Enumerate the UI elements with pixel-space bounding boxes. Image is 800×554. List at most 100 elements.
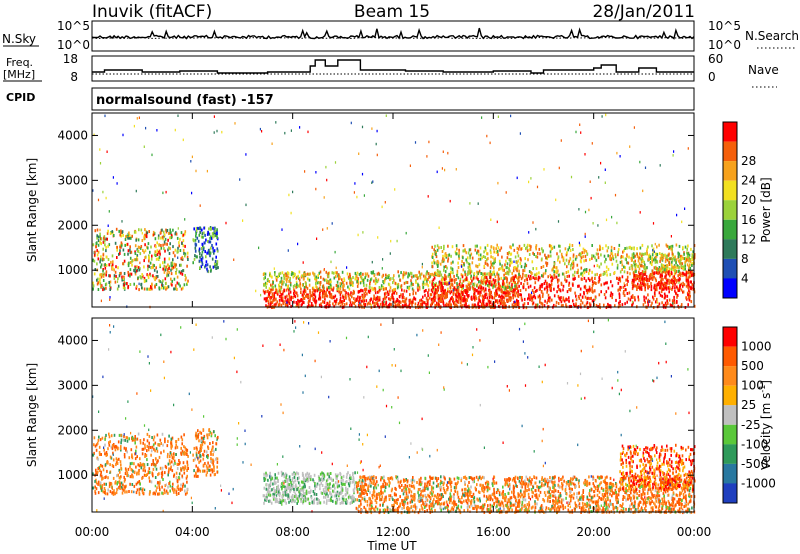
- scatter-cell: [166, 444, 169, 448]
- scatter-cell: [138, 288, 140, 292]
- scatter-cell: [295, 291, 298, 295]
- scatter-cell: [684, 260, 687, 264]
- scatter-cell: [344, 295, 347, 299]
- scatter-cell: [661, 274, 663, 278]
- scatter-cell: [511, 303, 514, 307]
- scatter-cell: [513, 290, 516, 294]
- scatter-cell: [543, 287, 546, 291]
- scatter-cell: [216, 236, 218, 240]
- scatter-cell: [466, 298, 468, 302]
- scatter-cell: [210, 432, 213, 436]
- scatter-cell: [668, 290, 670, 294]
- scatter-cell: [620, 255, 623, 258]
- scatter-cell: [216, 247, 219, 251]
- scatter-cell: [131, 438, 134, 442]
- scatter-cell: [482, 304, 484, 308]
- scatter-cell: [441, 299, 443, 303]
- noise-cell: [672, 154, 674, 157]
- scatter-cell: [479, 293, 481, 297]
- scatter-cell: [153, 447, 155, 451]
- noise-cell: [108, 210, 110, 213]
- scatter-cell: [425, 277, 428, 281]
- scatter-cell: [526, 282, 529, 286]
- scatter-cell: [557, 285, 559, 289]
- scatter-cell: [408, 302, 411, 306]
- scatter-cell: [435, 288, 437, 292]
- scatter-cell: [507, 293, 510, 297]
- scatter-cell: [431, 245, 433, 249]
- noise-cell: [116, 280, 119, 283]
- noise-cell: [434, 276, 436, 279]
- noise-cell: [326, 178, 328, 182]
- scatter-cell: [478, 296, 480, 299]
- scatter-cell: [482, 279, 484, 282]
- scatter-cell: [485, 276, 488, 279]
- scatter-cell: [198, 259, 201, 263]
- scatter-cell: [440, 284, 442, 288]
- scatter-cell: [103, 239, 106, 243]
- scatter-cell: [158, 492, 161, 496]
- scatter-cell: [129, 482, 131, 486]
- scatter-cell: [197, 239, 200, 243]
- scatter-cell: [182, 466, 184, 470]
- scatter-cell: [355, 277, 357, 281]
- scatter-cell: [621, 303, 624, 307]
- scatter-cell: [312, 271, 314, 275]
- colorbar-frame: [722, 121, 738, 299]
- scatter-cell: [591, 283, 594, 287]
- scatter-cell: [512, 289, 515, 293]
- scatter-cell: [216, 457, 219, 461]
- noise-cell: [350, 121, 352, 125]
- noise-cell: [99, 228, 101, 232]
- scatter-cell: [309, 272, 311, 276]
- scatter-cell: [464, 298, 466, 302]
- scatter-cell: [112, 260, 114, 264]
- scatter-cell: [484, 292, 487, 296]
- scatter-cell: [143, 259, 145, 263]
- scatter-cell: [158, 443, 161, 447]
- scatter-cell: [562, 284, 565, 288]
- scatter-cell: [308, 272, 310, 276]
- scatter-cell: [171, 453, 173, 457]
- scatter-cell: [179, 284, 181, 288]
- scatter-cell: [462, 256, 464, 260]
- scatter-cell: [573, 277, 575, 281]
- scatter-cell: [98, 466, 101, 470]
- scatter-cell: [568, 288, 570, 291]
- scatter-cell: [511, 271, 513, 275]
- noise-cell: [672, 302, 674, 305]
- scatter-cell: [442, 257, 444, 261]
- scatter-cell: [120, 229, 122, 233]
- scatter-cell: [548, 299, 551, 303]
- scatter-cell: [336, 280, 339, 284]
- scatter-cell: [506, 299, 509, 303]
- scatter-cell: [579, 253, 582, 257]
- scatter-cell: [146, 463, 149, 466]
- scatter-cell: [318, 303, 321, 307]
- scatter-cell: [290, 298, 292, 302]
- noise-cell: [646, 279, 648, 283]
- scatter-cell: [156, 433, 159, 437]
- scatter-cell: [412, 292, 414, 296]
- scatter-cell: [690, 287, 692, 291]
- scatter-cell: [619, 260, 622, 264]
- scatter-cell: [132, 469, 134, 473]
- scatter-cell: [209, 430, 212, 434]
- scatter-cell: [162, 261, 164, 265]
- noise-cell: [357, 233, 359, 237]
- scatter-cell: [417, 301, 420, 305]
- scatter-cell: [129, 261, 132, 264]
- noise-cell: [570, 175, 573, 179]
- scatter-cell: [484, 287, 487, 291]
- scatter-cell: [169, 451, 172, 455]
- scatter-cell: [572, 283, 574, 287]
- scatter-cell: [626, 246, 628, 250]
- scatter-cell: [151, 254, 153, 258]
- scatter-cell: [638, 278, 640, 282]
- scatter-cell: [143, 250, 145, 254]
- scatter-cell: [307, 497, 310, 501]
- scatter-cell: [366, 292, 368, 296]
- scatter-cell: [592, 282, 595, 286]
- scatter-cell: [425, 296, 428, 300]
- scatter-cell: [476, 244, 478, 248]
